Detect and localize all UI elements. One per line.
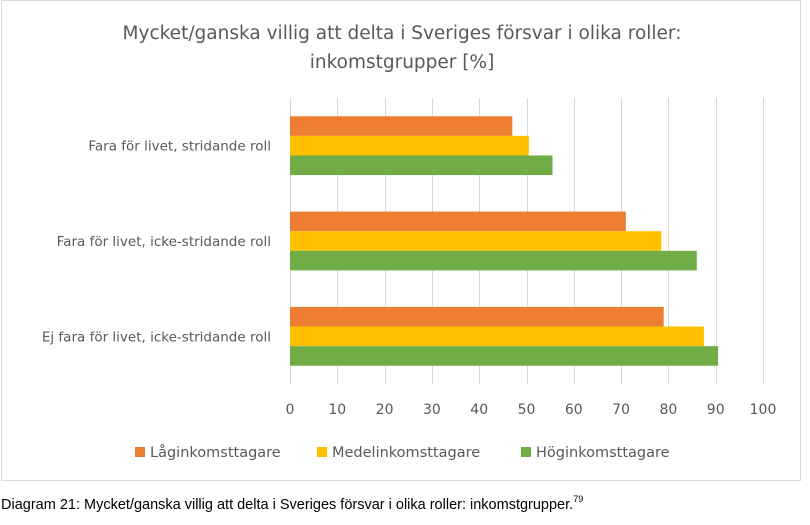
x-tick-label: 80: [659, 402, 677, 418]
legend-swatch-hog: [521, 447, 531, 457]
legend-label-hog: Höginkomsttagare: [536, 445, 670, 461]
bar: [290, 211, 626, 232]
bar: [290, 155, 553, 176]
caption-footnote-ref[interactable]: 79: [573, 494, 584, 504]
category-label: Fara för livet, stridande roll: [88, 139, 271, 155]
x-tick-label: 20: [376, 402, 394, 418]
bar: [290, 116, 513, 136]
bar: [290, 250, 697, 271]
bar: [290, 135, 529, 156]
x-tick-label: 0: [286, 402, 295, 418]
x-tick-label: 90: [707, 402, 725, 418]
legend-label-lag: Låginkomsttagare: [150, 444, 281, 461]
caption-text: Diagram 21: Mycket/ganska villig att del…: [1, 496, 574, 513]
bar: [290, 306, 664, 327]
x-tick-label: 70: [612, 402, 630, 418]
legend: Låginkomsttagare Medelinkomsttagare Högi…: [135, 444, 670, 461]
category-label: Ej fara för livet, icke-stridande roll: [42, 329, 271, 345]
x-tick-label: 40: [470, 402, 488, 418]
figure-caption: Diagram 21: Mycket/ganska villig att del…: [1, 494, 584, 513]
bars: [290, 116, 719, 366]
chart-title-line-2: inkomstgrupper [%]: [310, 52, 495, 73]
legend-item-hog: Höginkomsttagare: [521, 445, 670, 461]
bar: [290, 326, 704, 347]
x-tick-label: 60: [565, 402, 583, 418]
bar-chart: Mycket/ganska villig att delta i Sverige…: [42, 23, 777, 461]
x-tick-label: 50: [518, 402, 536, 418]
x-tick-label: 30: [423, 402, 441, 418]
legend-swatch-medel: [317, 447, 327, 457]
legend-label-medel: Medelinkomsttagare: [332, 445, 480, 461]
bar: [290, 346, 719, 366]
chart-title: Mycket/ganska villig att delta i Sverige…: [123, 23, 682, 73]
x-axis-tick-labels: 0 10 20 30 40 50 60 70 80 90 100: [286, 402, 777, 418]
chart-title-line-1: Mycket/ganska villig att delta i Sverige…: [123, 23, 682, 44]
legend-swatch-lag: [135, 447, 145, 457]
legend-item-lag: Låginkomsttagare: [135, 444, 281, 461]
x-tick-label: 10: [328, 402, 346, 418]
bar: [290, 231, 662, 251]
category-labels: Fara för livet, stridande roll Fara för …: [42, 139, 271, 346]
chart-container: Mycket/ganska villig att delta i Sverige…: [1, 0, 801, 481]
x-tick-label: 100: [750, 402, 777, 418]
legend-item-medel: Medelinkomsttagare: [317, 445, 480, 461]
category-label: Fara för livet, icke-stridande roll: [57, 234, 271, 250]
